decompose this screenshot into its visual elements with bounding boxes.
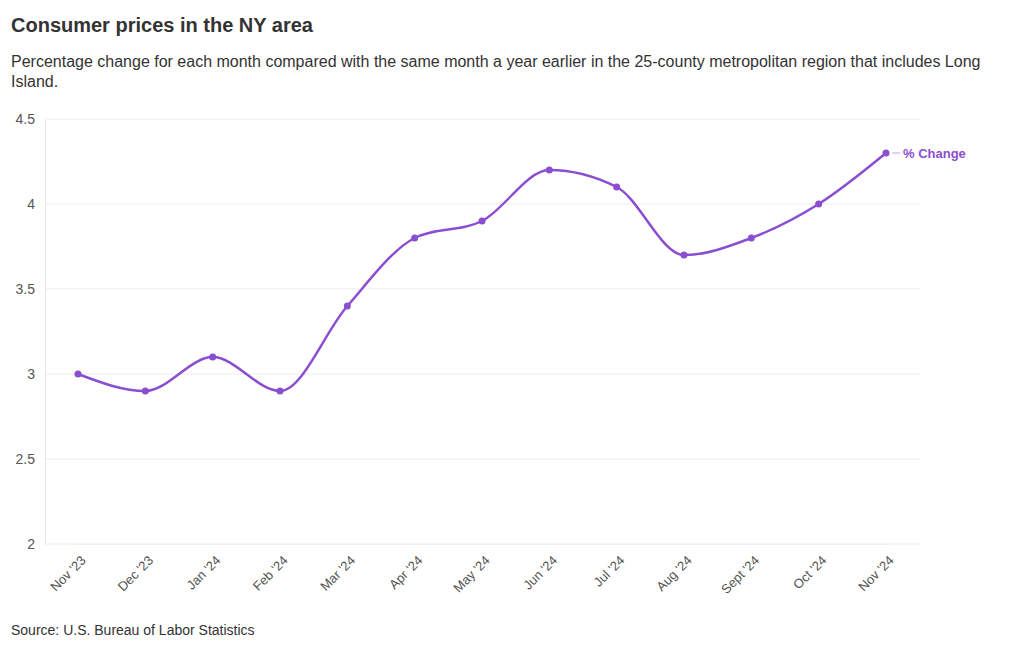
point [748,235,755,242]
y-tick: 2.5 [16,451,45,467]
grid-line [45,459,920,460]
point [344,303,351,310]
grid-line [45,289,920,290]
x-tick: Oct '24 [790,544,829,592]
x-tick-label: Nov '23 [47,553,88,594]
x-tick: Jul '24 [591,544,628,590]
x-tick-label: Apr '24 [386,553,425,592]
y-tick: 4 [27,196,45,212]
point [142,388,149,395]
x-axis-line [79,544,887,545]
x-tick-label: Oct '24 [790,553,829,592]
x-tick: May '24 [450,544,493,595]
x-tick-label: Nov '24 [855,553,896,594]
x-tick-label: Jun '24 [520,553,560,593]
point [277,388,284,395]
point [479,218,486,225]
y-axis-line [45,120,46,545]
point [613,184,620,191]
grid-line [45,119,920,120]
y-tick-label: 2.5 [16,451,36,467]
y-tick-label: 4 [27,196,35,212]
x-tick: Jun '24 [520,544,560,593]
x-tick: Apr '24 [386,544,425,592]
x-tick-label: Feb '24 [250,553,291,594]
y-tick-label: 3.5 [16,281,36,297]
y-tick-label: 3 [27,366,35,382]
subtitle: Percentage change for each month compare… [11,52,1011,92]
x-tick-label: Sept '24 [718,553,762,597]
y-tick: 3.5 [16,281,45,297]
y-tick: 4.5 [16,111,45,127]
x-tick-label: Jul '24 [591,553,628,590]
point [883,150,890,157]
x-tick-label: Aug '24 [653,553,694,594]
point [815,201,822,208]
x-tick: Nov '23 [47,544,88,594]
x-axis: Nov '23 Dec '23 Jan '24 Feb '24 Mar '24 Apr '… [47,544,896,597]
plot-area [75,150,890,395]
point [681,252,688,259]
x-tick: Mar '24 [317,544,358,594]
x-tick-label: May '24 [450,553,493,596]
point [209,354,216,361]
grid-line [45,374,920,375]
point [411,235,418,242]
point [546,167,553,174]
grid [45,119,920,544]
y-tick: 2 [27,536,45,552]
x-tick: Aug '24 [653,544,694,594]
grid-line [45,204,920,205]
grid-line [45,544,920,545]
y-tick-label: 4.5 [16,111,36,127]
series-label: % Change [903,146,966,161]
point [75,371,82,378]
x-tick-label: Dec '23 [115,553,156,594]
x-tick-label: Jan '24 [184,553,224,593]
x-tick: Jan '24 [184,544,224,593]
line [78,153,886,391]
x-tick-label: Mar '24 [317,553,358,594]
x-tick: Feb '24 [250,544,291,594]
x-tick: Nov '24 [855,544,896,594]
chart: 2 2.5 3 3.5 4 4.5 Nov '23 Dec '23 Jan '24 Feb '24… [0,0,1020,650]
x-tick: Dec '23 [115,544,156,594]
source: Source: U.S. Bureau of Labor Statistics [11,622,255,638]
y-axis: 2 2.5 3 3.5 4 4.5 [16,111,46,552]
y-tick-label: 2 [27,536,35,552]
y-tick: 3 [27,366,45,382]
label-connector [892,153,900,154]
x-tick: Sept '24 [718,544,762,597]
title: Consumer prices in the NY area [11,14,313,37]
